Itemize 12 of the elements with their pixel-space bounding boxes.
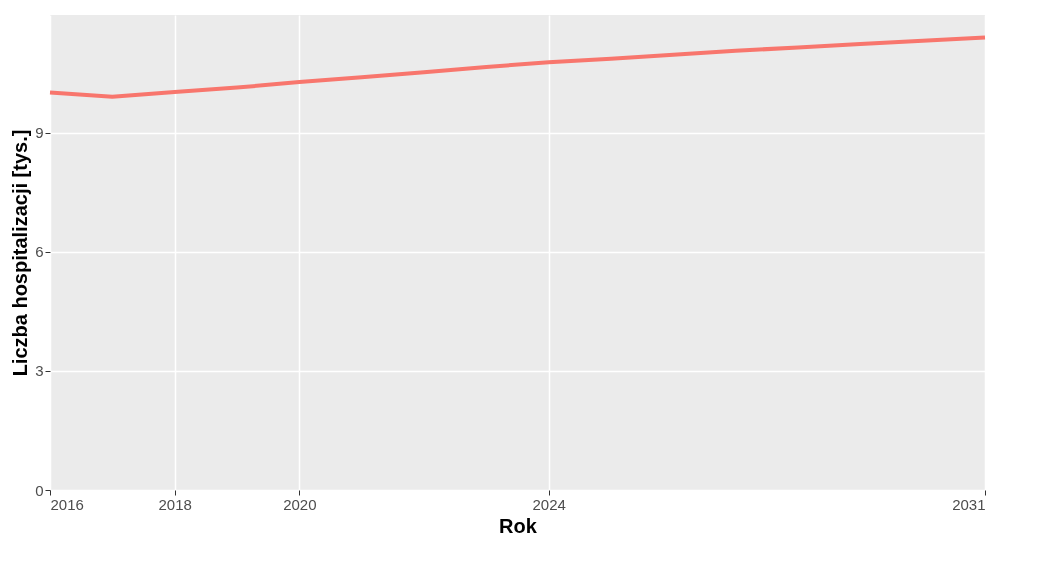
y-tick-label: 9 <box>35 124 44 142</box>
x-tick-label: 2018 <box>158 495 192 513</box>
x-tick-label: 2016 <box>50 495 84 513</box>
line-series <box>48 35 987 99</box>
y-tick-label: 6 <box>35 243 44 261</box>
x-tick-label: 2020 <box>283 495 317 513</box>
y-tick-label: 0 <box>35 481 44 499</box>
y-axis-title: Liczba hospitalizacji [tys.] <box>9 129 32 377</box>
x-tick-label: 2024 <box>532 495 566 513</box>
x-tick-label: 2031 <box>952 495 986 513</box>
y-tick-label: 3 <box>35 362 44 380</box>
x-axis-title: Rok <box>499 514 538 537</box>
